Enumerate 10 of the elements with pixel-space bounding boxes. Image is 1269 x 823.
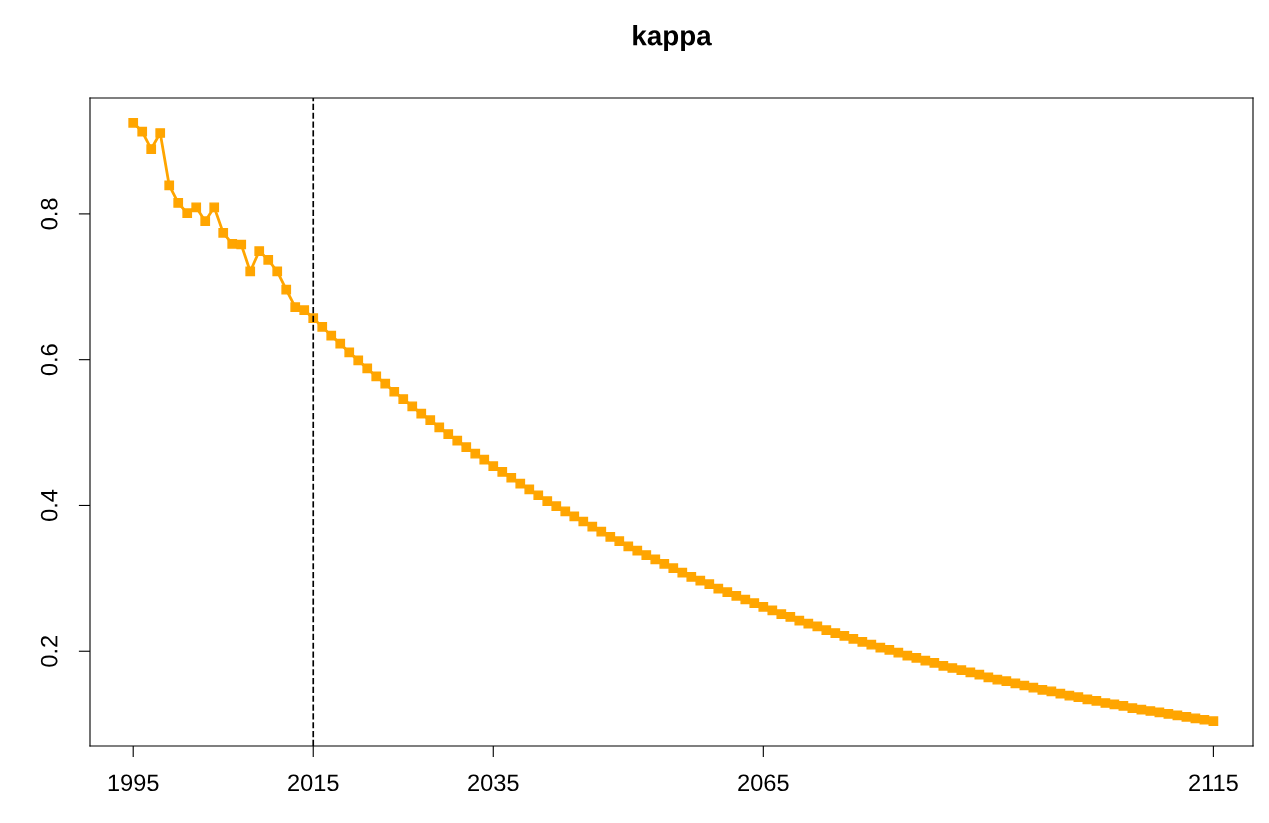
y-tick-label: 0.8 <box>40 198 58 230</box>
x-tick-label: 1995 <box>108 774 159 792</box>
y-tick-label: 0.4 <box>40 489 58 521</box>
y-tick-label: 0.2 <box>40 636 58 667</box>
x-tick-label: 2015 <box>288 774 339 792</box>
x-tick-label: 2115 <box>1189 774 1238 792</box>
x-tick-label: 2035 <box>468 774 519 792</box>
chart-title: kappa <box>633 25 712 51</box>
y-tick-label: 0.6 <box>40 344 58 376</box>
x-tick-label: 2065 <box>738 774 789 792</box>
